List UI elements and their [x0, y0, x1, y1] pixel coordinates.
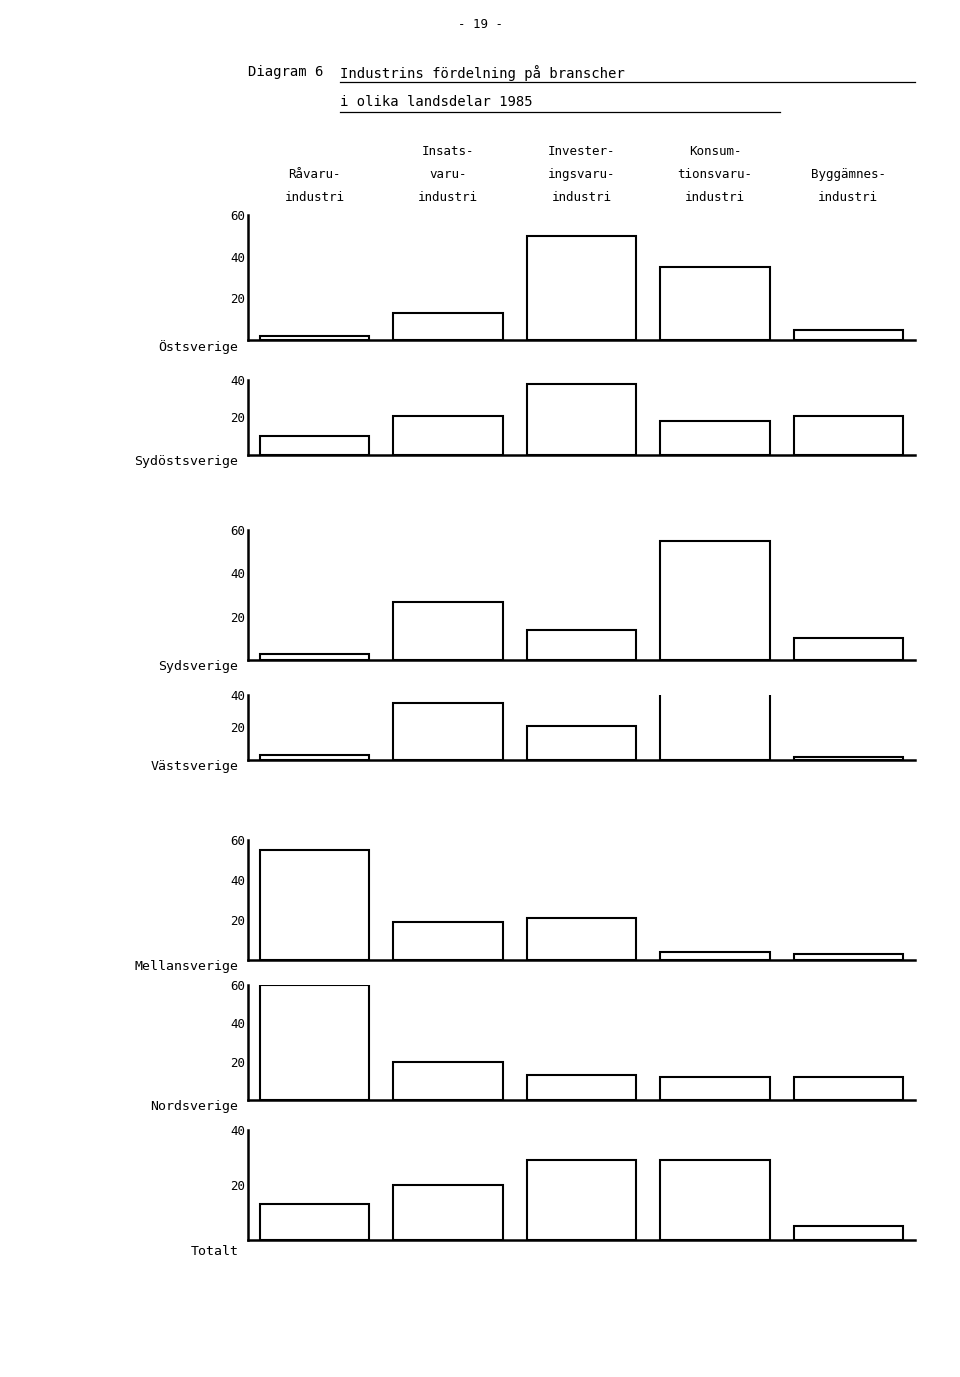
Text: Sydsverige: Sydsverige: [158, 660, 238, 673]
Text: industri: industri: [285, 191, 345, 204]
Text: Råvaru-: Råvaru-: [288, 168, 341, 180]
Bar: [660, 541, 770, 660]
Bar: [660, 691, 770, 760]
Bar: [660, 267, 770, 340]
Text: Invester-: Invester-: [548, 145, 615, 158]
Text: Sydöstsverige: Sydöstsverige: [134, 454, 238, 468]
Bar: [260, 654, 370, 660]
Text: industri: industri: [818, 191, 878, 204]
Bar: [260, 437, 370, 454]
Bar: [394, 602, 503, 660]
Bar: [660, 1077, 770, 1100]
Bar: [394, 923, 503, 960]
Bar: [394, 1062, 503, 1100]
Text: Konsum-: Konsum-: [688, 145, 741, 158]
Bar: [660, 1161, 770, 1241]
Bar: [527, 918, 636, 960]
Text: Totalt: Totalt: [190, 1245, 238, 1259]
Bar: [260, 755, 370, 760]
Bar: [794, 757, 903, 760]
Text: Industrins fördelning på branscher: Industrins fördelning på branscher: [340, 65, 625, 81]
Bar: [260, 1205, 370, 1241]
Text: industri: industri: [551, 191, 612, 204]
Text: Byggämnes-: Byggämnes-: [811, 168, 886, 180]
Text: Mellansverige: Mellansverige: [134, 960, 238, 974]
Bar: [394, 416, 503, 454]
Bar: [527, 1075, 636, 1100]
Bar: [660, 421, 770, 454]
Bar: [527, 1161, 636, 1241]
Text: industri: industri: [684, 191, 745, 204]
Text: Insats-: Insats-: [421, 145, 474, 158]
Bar: [527, 726, 636, 760]
Text: varu-: varu-: [429, 168, 467, 180]
Bar: [660, 952, 770, 960]
Bar: [527, 235, 636, 340]
Text: Västsverige: Västsverige: [151, 760, 238, 772]
Bar: [394, 704, 503, 760]
Bar: [260, 336, 370, 340]
Bar: [394, 1186, 503, 1241]
Bar: [794, 1077, 903, 1100]
Bar: [260, 850, 370, 960]
Bar: [794, 954, 903, 960]
Bar: [794, 639, 903, 660]
Text: - 19 -: - 19 -: [458, 18, 502, 32]
Text: Diagram 6: Diagram 6: [248, 65, 324, 78]
Bar: [527, 629, 636, 660]
Text: tionsvaru-: tionsvaru-: [678, 168, 753, 180]
Text: ingsvaru-: ingsvaru-: [548, 168, 615, 180]
Bar: [794, 1227, 903, 1241]
Text: industri: industri: [419, 191, 478, 204]
Bar: [794, 416, 903, 454]
Bar: [794, 329, 903, 340]
Text: Nordsverige: Nordsverige: [151, 1100, 238, 1113]
Text: Östsverige: Östsverige: [158, 340, 238, 354]
Text: i olika landsdelar 1985: i olika landsdelar 1985: [340, 95, 533, 109]
Bar: [260, 985, 370, 1100]
Bar: [527, 384, 636, 454]
Bar: [394, 313, 503, 340]
